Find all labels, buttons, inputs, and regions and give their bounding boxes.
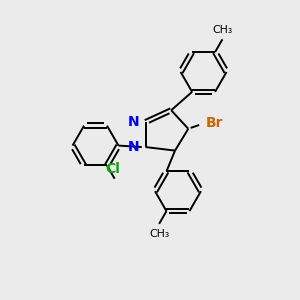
Text: Br: Br — [206, 116, 224, 130]
Text: CH₃: CH₃ — [149, 229, 169, 238]
Text: N: N — [128, 115, 140, 129]
Text: N: N — [128, 140, 140, 154]
Text: Cl: Cl — [105, 162, 120, 176]
Text: CH₃: CH₃ — [212, 25, 232, 34]
